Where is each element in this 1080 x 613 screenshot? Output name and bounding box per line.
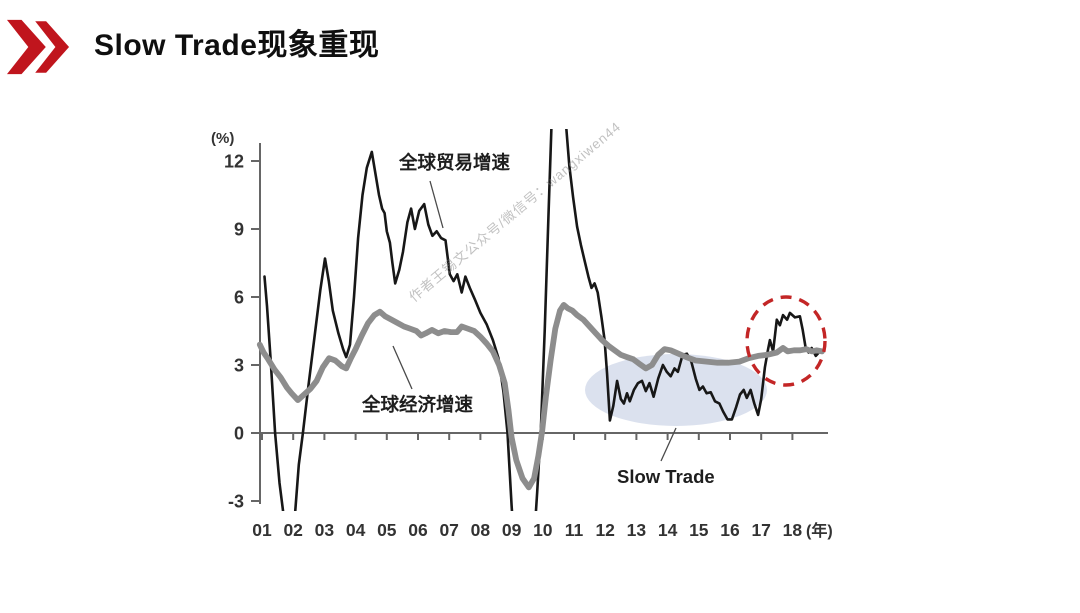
x-tick-label: 03: [315, 520, 335, 540]
trade-series-label-leader: [429, 180, 444, 229]
y-tick-label: 6: [234, 287, 244, 307]
trade-series-label: 全球贸易增速: [399, 152, 511, 173]
line-chart: 12 9 6 3 0 -3 01 02 03 04 05 06 07 08 09 10 11 12 13 14 15 16…: [0, 90, 1080, 570]
x-tick-label: 11: [565, 520, 584, 540]
highlight-circle: [745, 295, 827, 387]
double-chevron-icon: [6, 18, 72, 76]
page-title: Slow Trade现象重现: [94, 29, 380, 62]
x-tick-label: 17: [751, 520, 770, 540]
y-tick-label: 0: [234, 424, 244, 444]
x-tick-label: 09: [502, 520, 522, 540]
x-tick-label: 14: [658, 520, 678, 540]
x-tick-label: 01: [252, 520, 272, 540]
gdp-series-label: 全球经济增速: [362, 394, 474, 415]
y-tick-label: 12: [224, 151, 244, 171]
x-tick-label: 07: [439, 520, 458, 540]
x-tick-label: 05: [377, 520, 397, 540]
x-tick-label: 12: [595, 520, 615, 540]
x-tick-label: 08: [471, 520, 491, 540]
chart-canvas: 12 9 6 3 0 -3 01 02 03 04 05 06 07 08 09 10 11 12 13 14 15 16…: [224, 129, 828, 540]
x-axis-unit-label: (年): [806, 523, 833, 540]
x-tick-label: 04: [346, 520, 366, 540]
x-tick-label: 18: [783, 520, 803, 540]
y-tick-label: -3: [228, 492, 244, 512]
series-line-gdp: [256, 301, 825, 491]
x-tick-label: 10: [533, 520, 553, 540]
y-tick-label: 9: [234, 219, 244, 239]
series-line-trade: [263, 129, 822, 511]
slow-trade-label: Slow Trade: [617, 466, 715, 487]
x-tick-label: 13: [627, 520, 647, 540]
y-axis-unit-label: (%): [211, 130, 235, 147]
x-tick-label: 16: [720, 520, 740, 540]
x-tick-label: 06: [408, 520, 428, 540]
x-tick-label: 02: [283, 520, 303, 540]
x-tick-label: 15: [689, 520, 709, 540]
slow-trade-label-leader: [660, 427, 677, 462]
gdp-series-label-leader: [392, 345, 413, 390]
y-tick-label: 3: [234, 355, 244, 375]
